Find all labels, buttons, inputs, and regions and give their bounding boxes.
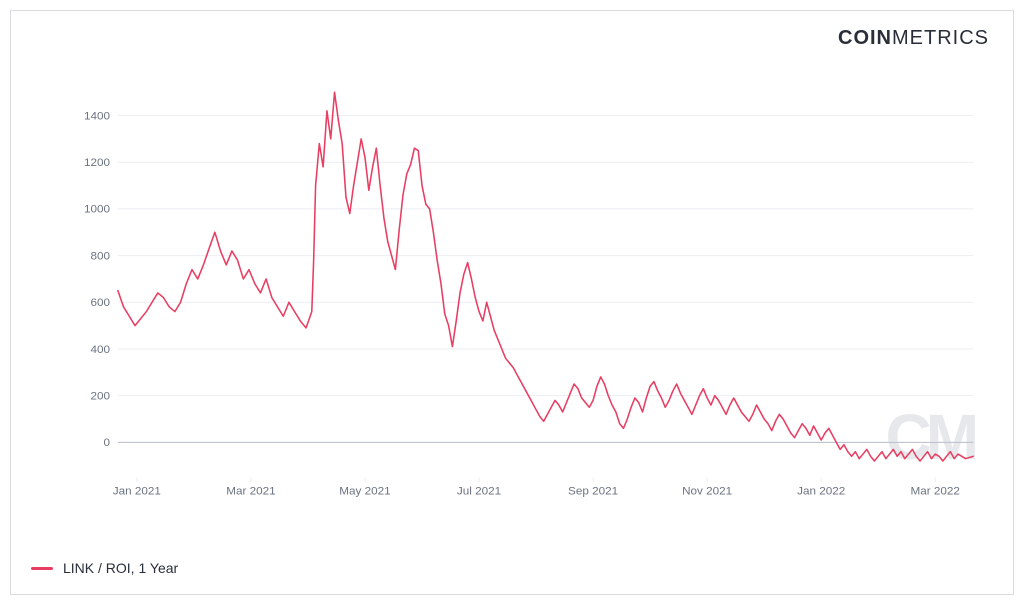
svg-text:600: 600 bbox=[91, 297, 111, 309]
svg-text:800: 800 bbox=[91, 251, 111, 263]
brand-bold: COIN bbox=[838, 27, 892, 49]
svg-text:Mar 2021: Mar 2021 bbox=[226, 486, 275, 498]
legend: LINK / ROI, 1 Year bbox=[31, 560, 178, 576]
svg-text:Jan 2022: Jan 2022 bbox=[797, 486, 845, 498]
svg-text:Jan 2021: Jan 2021 bbox=[113, 486, 161, 498]
svg-text:Jul 2021: Jul 2021 bbox=[457, 486, 501, 498]
svg-text:May 2021: May 2021 bbox=[339, 486, 390, 498]
plot-area: 0 200 400 600 800 1000 1200 1400 Jan 2021 Mar 202… bbox=[71, 71, 983, 504]
legend-label: LINK / ROI, 1 Year bbox=[63, 560, 178, 576]
svg-text:1000: 1000 bbox=[84, 204, 110, 216]
brand-logo: COINMETRICS bbox=[838, 27, 989, 50]
svg-text:1200: 1200 bbox=[84, 157, 110, 169]
legend-swatch bbox=[31, 567, 53, 570]
svg-text:0: 0 bbox=[104, 437, 111, 449]
svg-text:1400: 1400 bbox=[84, 110, 110, 122]
chart-card: COINMETRICS CM 0200400600800100012001400… bbox=[10, 10, 1014, 595]
svg-text:Mar 2022: Mar 2022 bbox=[911, 486, 960, 498]
svg-text:Nov 2021: Nov 2021 bbox=[682, 486, 732, 498]
series-link-roi-1y bbox=[118, 92, 973, 461]
svg-text:400: 400 bbox=[91, 344, 111, 356]
brand-thin: METRICS bbox=[892, 27, 989, 49]
line-chart: 0 200 400 600 800 1000 1200 1400 Jan 2021 Mar 202… bbox=[71, 71, 983, 504]
chart-frame: COINMETRICS CM 0200400600800100012001400… bbox=[0, 0, 1024, 605]
svg-text:Sep 2021: Sep 2021 bbox=[568, 486, 618, 498]
svg-text:200: 200 bbox=[91, 391, 111, 403]
